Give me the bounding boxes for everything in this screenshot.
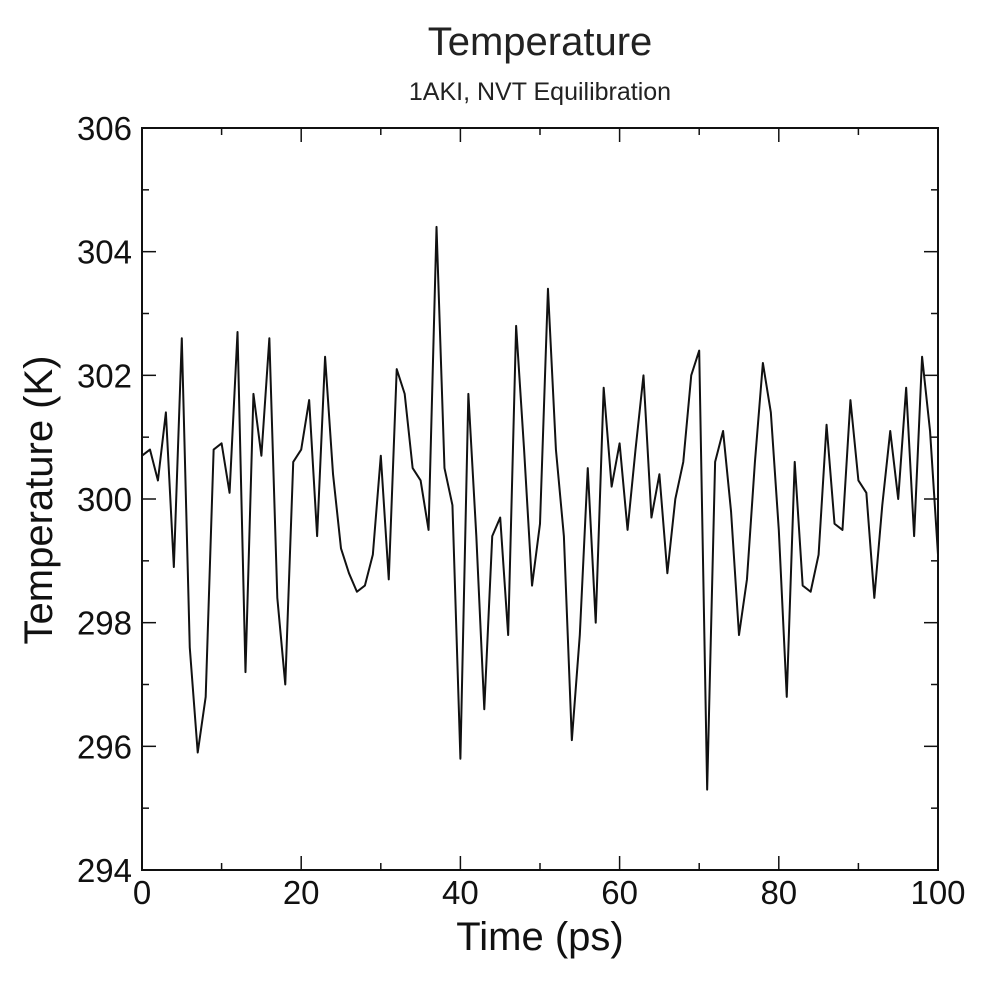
temperature-series-line [141,225,939,791]
tick-labels: 0 20 40 60 80 100 294 296 298 300 302 304 306 [77,110,966,911]
y-axis-label: Temperature (K) [17,356,61,645]
y-tick-label: 300 [77,481,132,518]
y-tick-label: 304 [77,234,132,271]
y-tick-label: 306 [77,110,132,147]
chart-subtitle: 1AKI, NVT Equilibration [409,78,671,106]
y-tick-label: 294 [77,852,132,889]
series [141,225,939,791]
axis-ticks [141,127,939,871]
chart-title: Temperature [428,20,653,64]
x-tick-label: 20 [283,874,320,911]
x-tick-label: 100 [910,874,965,911]
x-axis-label: Time (ps) [456,915,623,959]
y-tick-label: 298 [77,605,132,642]
x-tick-label: 0 [133,874,151,911]
x-tick-label: 40 [442,874,479,911]
y-tick-label: 302 [77,357,132,394]
x-tick-label: 60 [601,874,638,911]
x-tick-label: 80 [760,874,797,911]
y-tick-label: 296 [77,728,132,765]
